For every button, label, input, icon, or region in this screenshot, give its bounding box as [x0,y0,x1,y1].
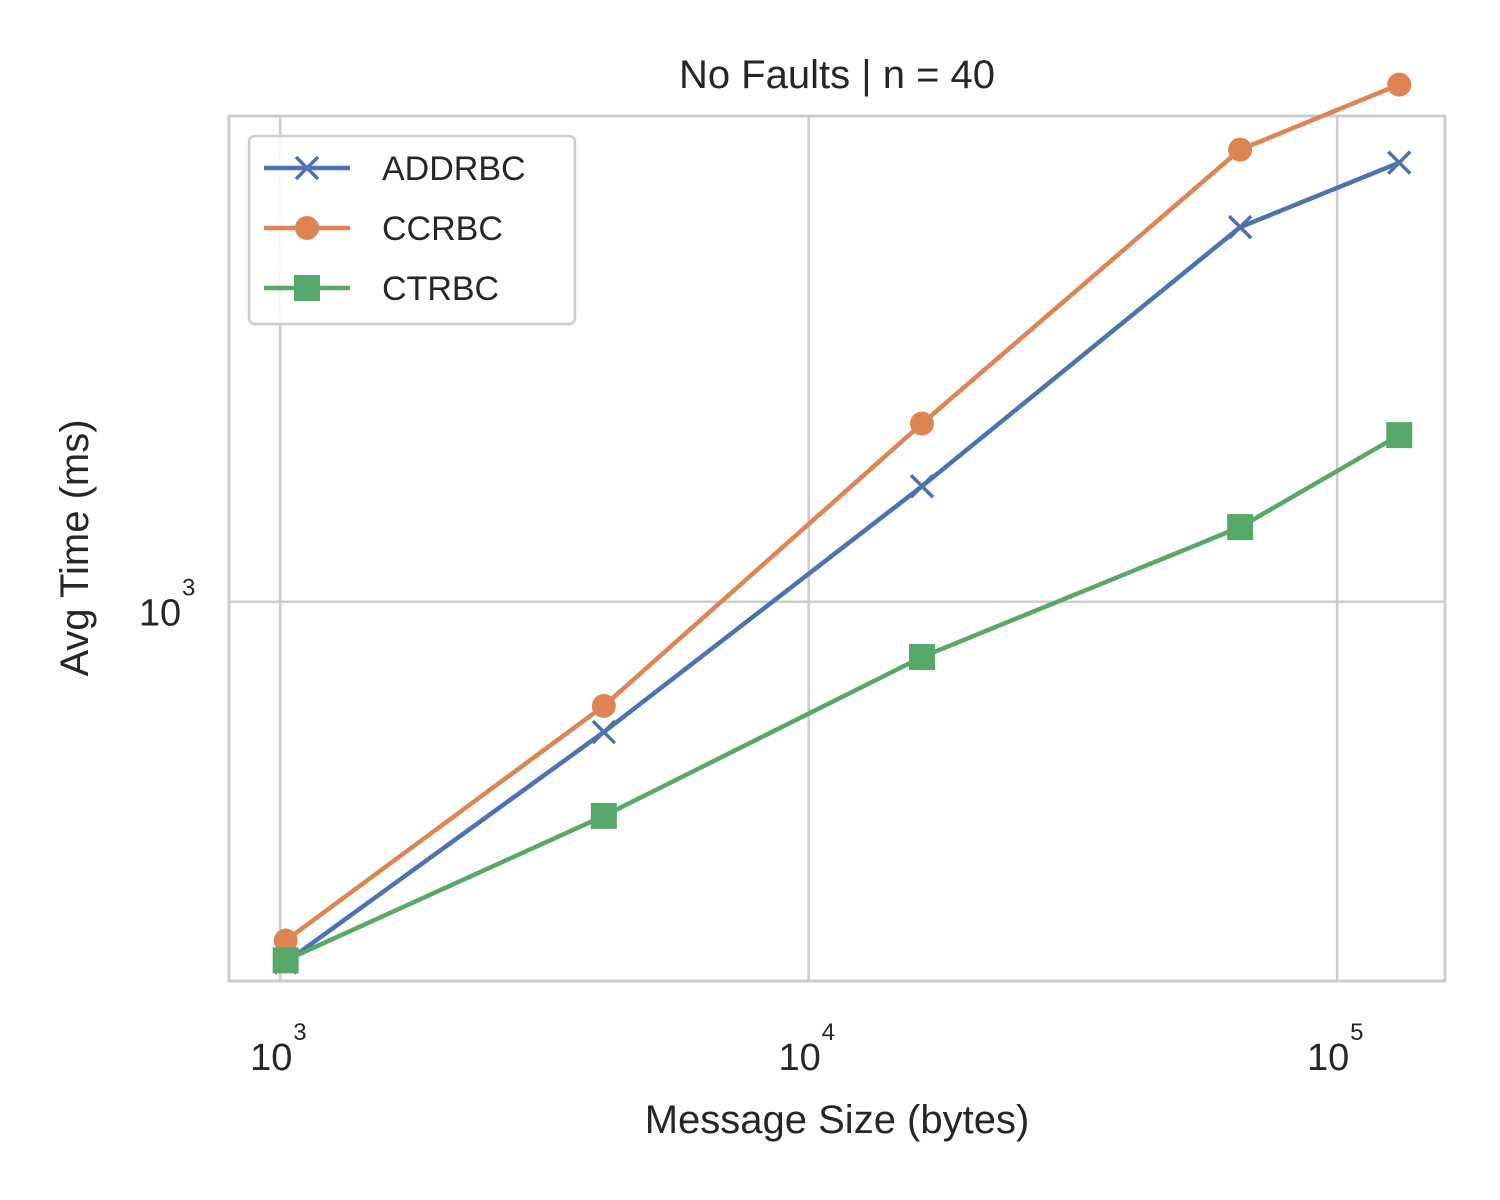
plot-area-frame [227,114,1447,983]
legend-marker [295,216,319,240]
x-tick-label: 105 [1307,1019,1364,1079]
legend-label: CCRBC [382,210,503,248]
y-axis-label: Avg Time (ms) [53,419,97,676]
data-point [1228,137,1253,162]
chart-title: No Faults | n = 40 [679,53,995,97]
data-point [908,644,935,671]
x-tick-base: 10 [779,1037,821,1079]
x-tick-exponent: 4 [822,1019,835,1046]
x-axis-label: Message Size (bytes) [645,1098,1030,1142]
series-layer [272,72,1413,975]
grid-lines [229,116,1445,981]
y-tick-label: 103 [139,575,196,635]
data-point [591,719,617,745]
data-point [1387,72,1412,97]
series-ccrbc [273,72,1412,953]
data-point [909,411,934,436]
legend-label: ADDRBC [382,150,526,188]
data-point [1386,150,1412,175]
x-tick-exponent: 3 [293,1019,306,1046]
series-addrbc [273,150,1412,975]
x-tick-base: 10 [250,1037,292,1079]
data-point [591,693,616,718]
data-point [590,802,617,829]
legend: ADDRBC CCRBC CTRBC [247,134,577,326]
series-ctrbc [272,422,1413,974]
legend-marker [294,275,320,301]
x-tick-label: 103 [250,1019,307,1079]
data-point [1227,514,1254,541]
y-tick-base: 10 [139,593,181,635]
legend-item-ccrbc: CCRBC [264,210,503,248]
legend-item-addrbc: ADDRBC [264,150,526,188]
x-tick-label: 104 [779,1019,836,1079]
y-tick-exponent: 3 [182,575,195,602]
x-tick-exponent: 5 [1350,1019,1363,1046]
x-tick-base: 10 [1307,1037,1349,1079]
legend-marker [294,155,320,181]
legend-box [247,134,577,326]
data-point [1386,422,1413,449]
legend-label: CTRBC [382,270,499,308]
data-point [273,928,298,953]
data-point [909,474,935,499]
legend-item-ctrbc: CTRBC [264,270,499,308]
data-point [1227,214,1253,240]
data-point [272,947,299,974]
